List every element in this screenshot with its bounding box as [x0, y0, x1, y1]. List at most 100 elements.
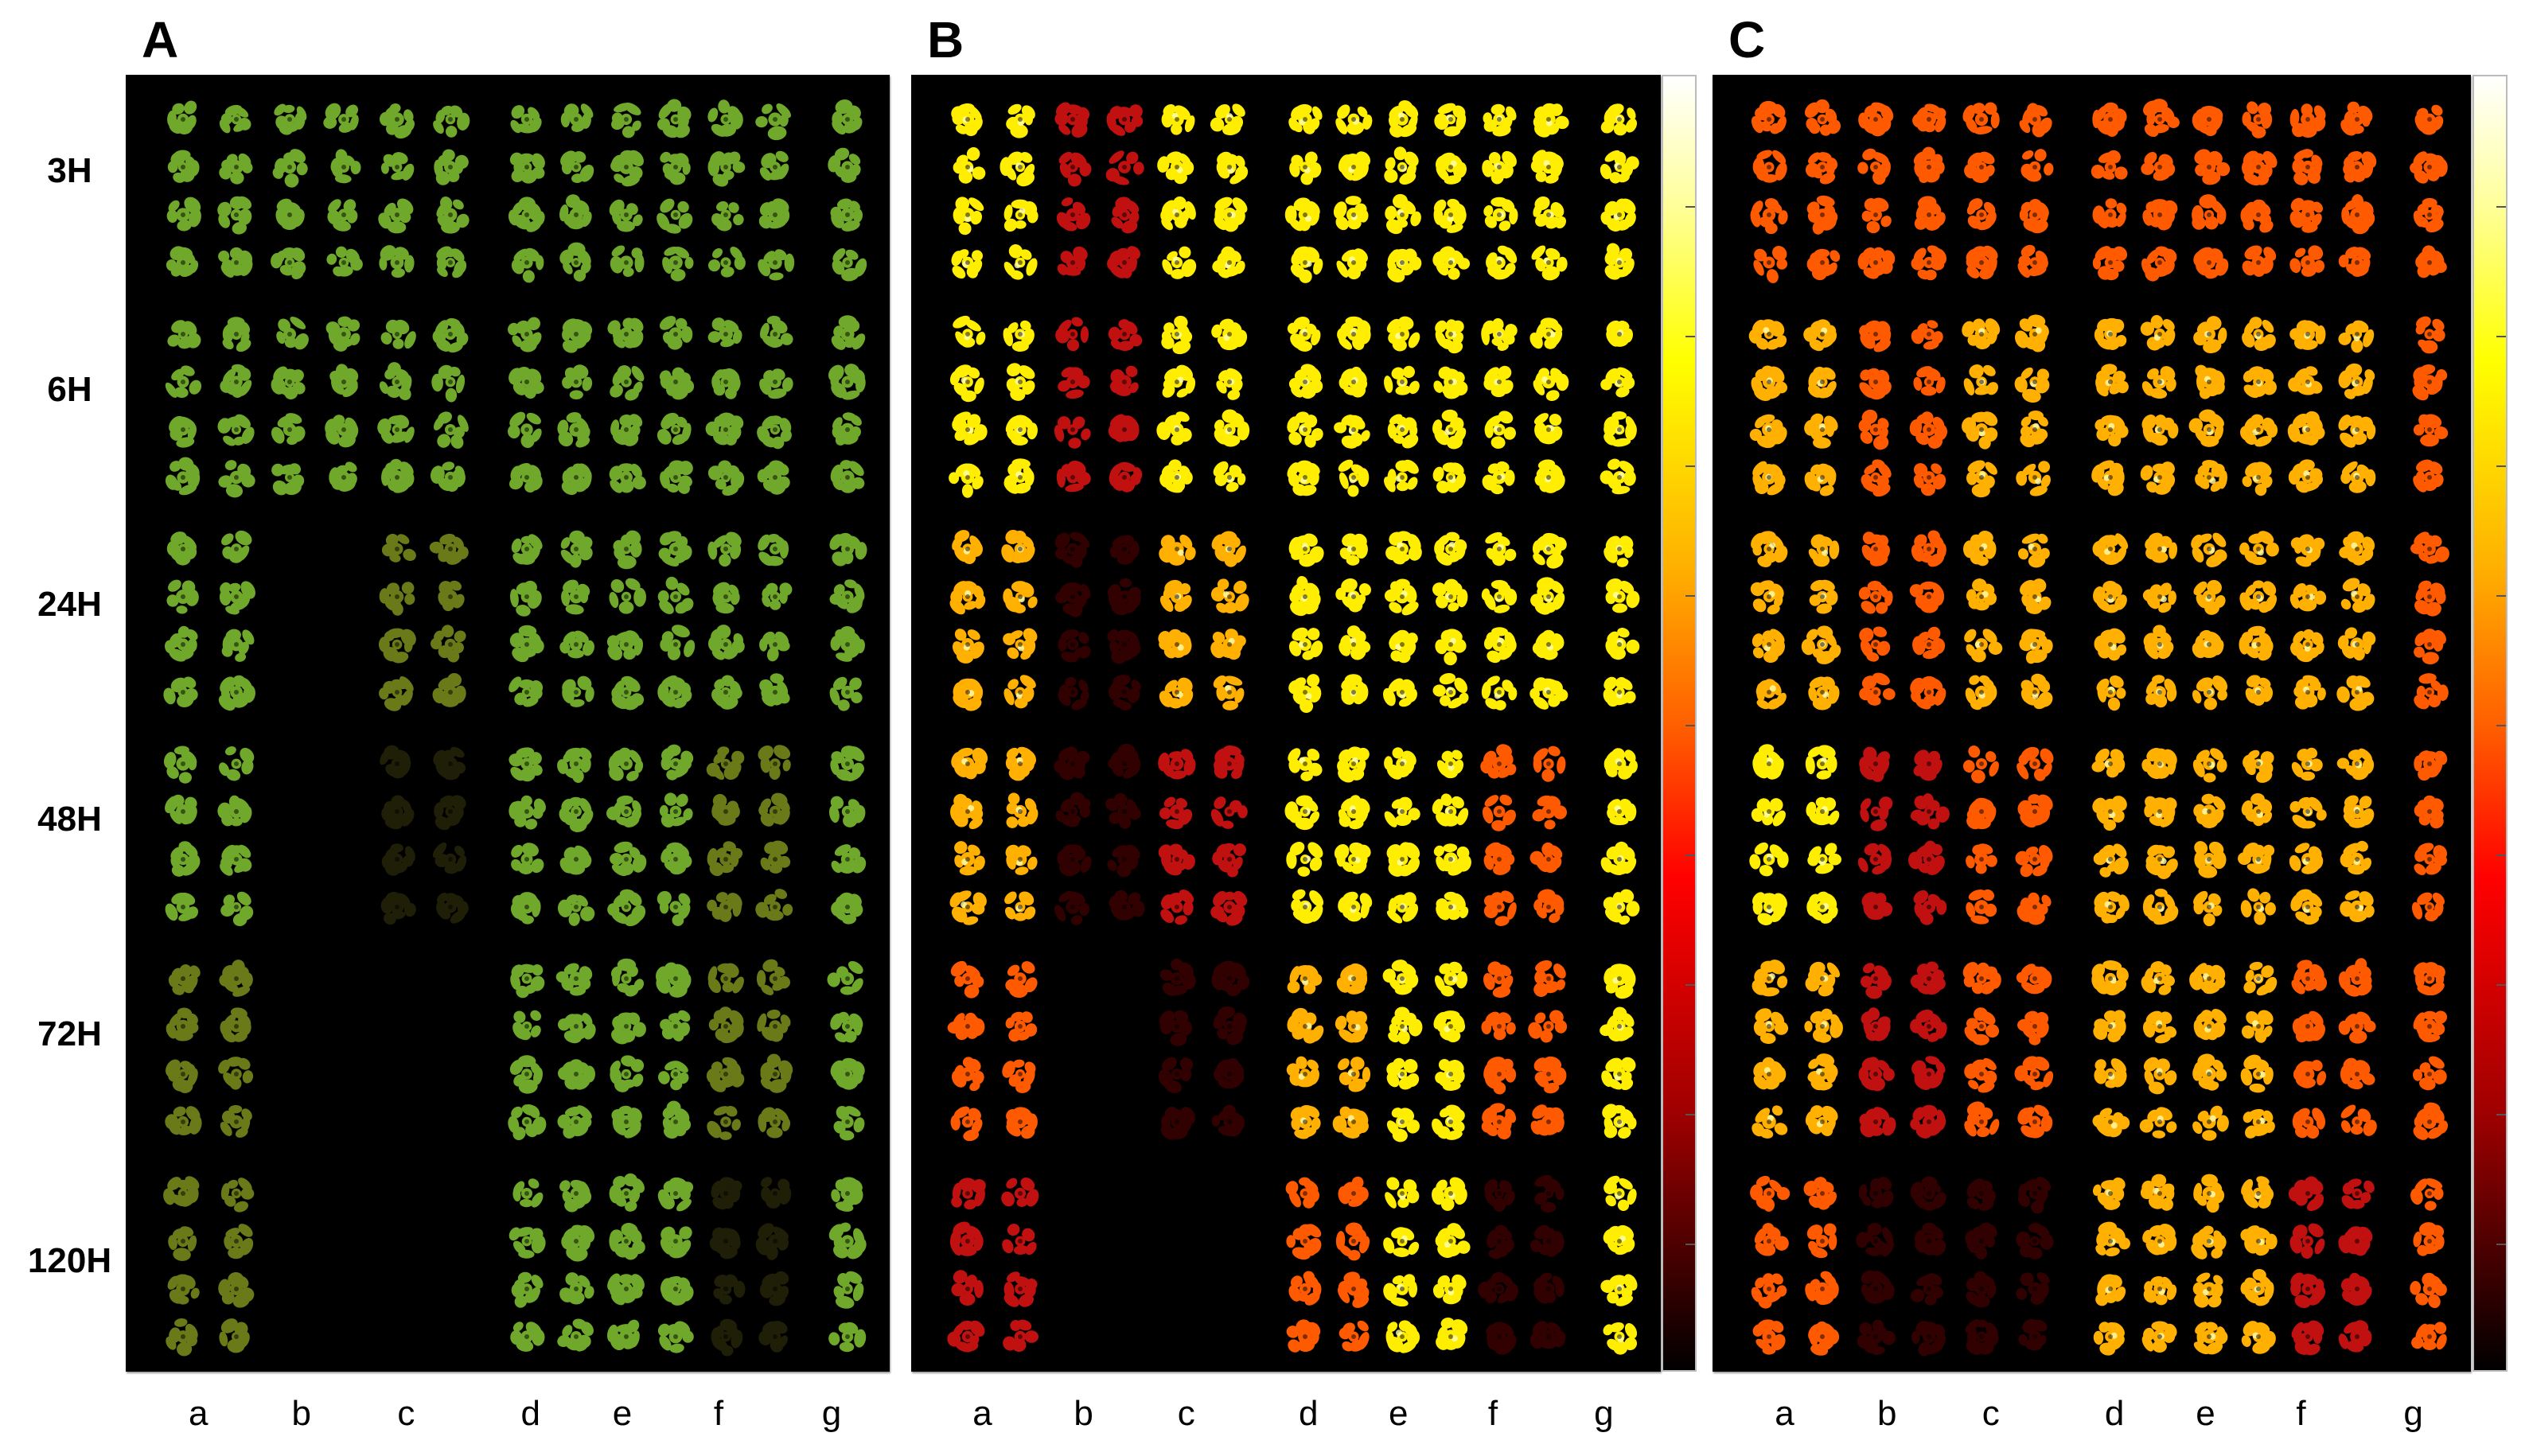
plant-image	[1963, 1006, 2000, 1046]
plant-image	[1432, 1269, 1469, 1309]
plant-image	[558, 577, 594, 617]
plant-image	[829, 577, 866, 617]
plant-image	[2141, 457, 2178, 497]
plant-image	[2017, 577, 2053, 617]
plant-image	[1910, 1269, 1947, 1309]
plant-image	[1002, 362, 1038, 402]
plant-image	[2092, 1221, 2131, 1261]
plant-image	[1159, 1102, 1196, 1142]
plant-image	[1750, 1174, 1791, 1213]
colorbar-tick	[1685, 725, 1695, 726]
plant-image	[2191, 839, 2227, 879]
plant-image	[1106, 529, 1143, 569]
plant-image	[1910, 792, 1950, 831]
plant-image	[1529, 577, 1567, 617]
plant-image	[1749, 314, 1787, 354]
plant-image	[2289, 1054, 2327, 1094]
plant-image	[509, 1317, 545, 1357]
plant-image	[509, 1054, 545, 1094]
plant-image	[657, 744, 694, 784]
plant-image	[1963, 839, 2000, 879]
plant-image	[1911, 146, 1947, 187]
plant-image	[949, 147, 986, 187]
plant-image	[1804, 839, 1842, 879]
plant-image	[1287, 99, 1323, 139]
plant-image	[1159, 958, 1197, 999]
plant-image	[1751, 195, 1789, 235]
plant-image	[2017, 1317, 2053, 1357]
plant-image	[1432, 1317, 1469, 1357]
plant-image	[2339, 147, 2377, 187]
plant-image	[829, 195, 866, 235]
plant-image	[1432, 409, 1469, 450]
plant-image	[1751, 147, 1788, 187]
plant-image	[509, 672, 545, 712]
plant-image	[1432, 792, 1469, 831]
plant-image	[2191, 362, 2227, 402]
plant-image	[165, 625, 201, 664]
plant-image	[1384, 577, 1420, 617]
plant-image	[217, 410, 255, 450]
plant-image	[1287, 575, 1323, 617]
plant-image	[2289, 744, 2326, 784]
plant-image	[1530, 362, 1568, 402]
plant-image	[558, 1054, 596, 1094]
plant-image	[1000, 1174, 1038, 1213]
plant-image	[2240, 147, 2278, 187]
plant-image	[1383, 1269, 1420, 1309]
plant-image	[1963, 243, 2000, 282]
plant-image	[1335, 577, 1372, 617]
plant-image	[1335, 1317, 1372, 1357]
plant-image	[1000, 529, 1038, 569]
plant-image	[1963, 744, 2000, 784]
plant-image	[1211, 195, 1248, 235]
plant-image	[2092, 839, 2130, 879]
plant-image	[657, 410, 694, 450]
plant-image	[2410, 1317, 2448, 1357]
plant-image	[1211, 147, 1249, 187]
plant-image	[509, 243, 545, 283]
plant-image	[1530, 1102, 1567, 1142]
plant-image	[2411, 839, 2448, 879]
plant-image	[757, 577, 793, 617]
panel-letter-c: C	[1728, 11, 1766, 68]
plant-image	[1054, 625, 1091, 664]
plant-image	[1432, 887, 1469, 927]
plant-image	[2339, 99, 2375, 139]
plant-image	[948, 457, 986, 498]
plant-image	[1481, 625, 1518, 664]
plant-image	[2411, 959, 2448, 999]
plant-image	[1600, 1269, 1638, 1309]
plant-image	[1857, 1006, 1894, 1046]
plant-image	[608, 1102, 645, 1142]
colorbar-tick	[1685, 1244, 1695, 1245]
plant-image	[657, 243, 694, 282]
plant-image	[1432, 529, 1469, 569]
plant-image	[325, 314, 362, 354]
plant-image	[1751, 99, 1787, 139]
plant-image	[2240, 99, 2277, 139]
plant-image	[165, 314, 201, 354]
plant-image	[2191, 243, 2229, 282]
plant-image	[2016, 1221, 2054, 1261]
plant-image	[557, 1102, 594, 1142]
plant-image	[1159, 1054, 1195, 1094]
plant-image	[1530, 147, 1567, 187]
plant-image	[1751, 1054, 1787, 1094]
plant-image	[2092, 792, 2129, 831]
plant-image	[828, 147, 866, 187]
plant-image	[707, 625, 745, 664]
plant-image	[1106, 577, 1143, 617]
plant-image	[1601, 672, 1638, 712]
plant-image	[1600, 1006, 1638, 1046]
plant-image	[432, 887, 469, 927]
plant-image	[558, 362, 594, 402]
plant-image	[1751, 243, 1788, 283]
plant-image	[2092, 625, 2129, 664]
plant-image	[1963, 1174, 2000, 1213]
plant-image	[430, 457, 469, 497]
plant-image	[1962, 99, 2001, 139]
plant-image	[379, 147, 415, 187]
plant-image	[1600, 99, 1638, 139]
plant-image	[1601, 243, 1638, 282]
